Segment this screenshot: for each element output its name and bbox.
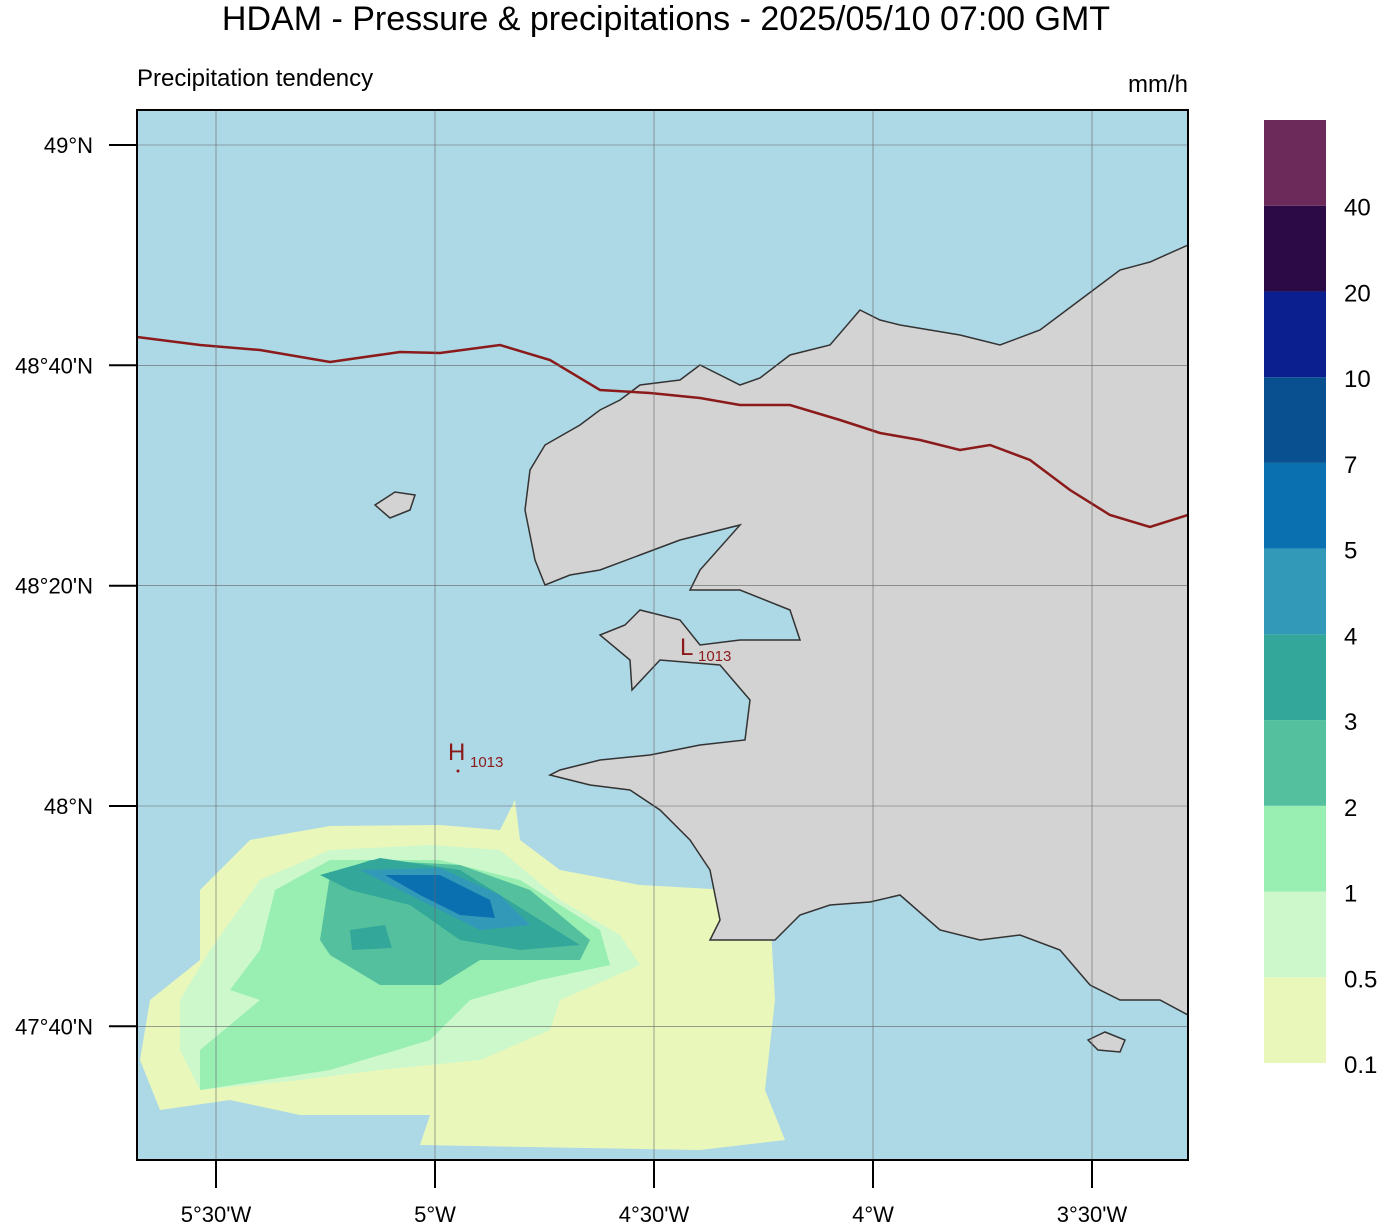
high-center [456,769,460,773]
colorbar-label: 4 [1344,623,1357,650]
lat-label: 48°40'N [15,353,93,378]
colorbar-box [1264,891,1326,978]
colorbar-box [1264,634,1326,721]
title: HDAM - Pressure & precipitations - 2025/… [222,0,1110,38]
colorbar-box [1264,205,1326,292]
coast [524,244,1188,1016]
isobar [137,335,1188,529]
colorbar-label: 10 [1344,366,1371,393]
colorbar-label: 20 [1344,280,1371,307]
unit: mm/h [1128,71,1188,98]
subtitle: Precipitation tendency [137,65,373,92]
lon-label: 5°30'W [181,1202,252,1225]
colorbar-label: 1 [1344,881,1357,908]
lat-label: 49°N [44,133,93,158]
plot-frame [136,109,1189,1161]
colorbar-box [1264,720,1326,806]
island [373,491,416,519]
colorbar-label: 7 [1344,452,1357,479]
colorbar-label: 3 [1344,709,1357,736]
lon-label: 5°W [414,1202,456,1225]
lon-label: 3°30'W [1057,1202,1128,1225]
colorbar-box [1264,462,1326,549]
colorbar-box [1264,548,1326,635]
land [373,244,1188,1053]
precipitation [140,800,785,1150]
colorbar-box [1264,377,1326,463]
lon-label: 4°W [852,1202,894,1225]
colorbar-box [1264,291,1326,378]
colorbar-label: 5 [1344,538,1357,565]
low-symbol: L [680,634,693,661]
low-value: 1013 [698,648,731,665]
grid: 49°N 48°40'N 48°20'N 48°N 47°40'N 5°30'W 5°W 4°… [15,110,1188,1227]
island [1086,1031,1126,1053]
precip-5 [385,875,495,918]
lat-label: 48°20'N [15,574,93,599]
colorbar-box [1264,120,1326,206]
colorbar-label: 0.5 [1344,966,1377,993]
colorbar-box [1264,977,1326,1063]
colorbar-label: 0.1 [1344,1052,1377,1079]
high-symbol: H [448,739,465,766]
colorbar: 0.1 0.5 1 2 3 4 5 7 10 20 40 [1264,120,1377,1079]
colorbar-box [1264,805,1326,892]
lat-label: 47°40'N [15,1014,93,1039]
lon-label: 4°30'W [619,1202,690,1225]
lat-label: 48°N [44,794,93,819]
high-value: 1013 [470,754,503,771]
colorbar-label: 2 [1344,795,1357,822]
colorbar-label: 40 [1344,195,1371,222]
